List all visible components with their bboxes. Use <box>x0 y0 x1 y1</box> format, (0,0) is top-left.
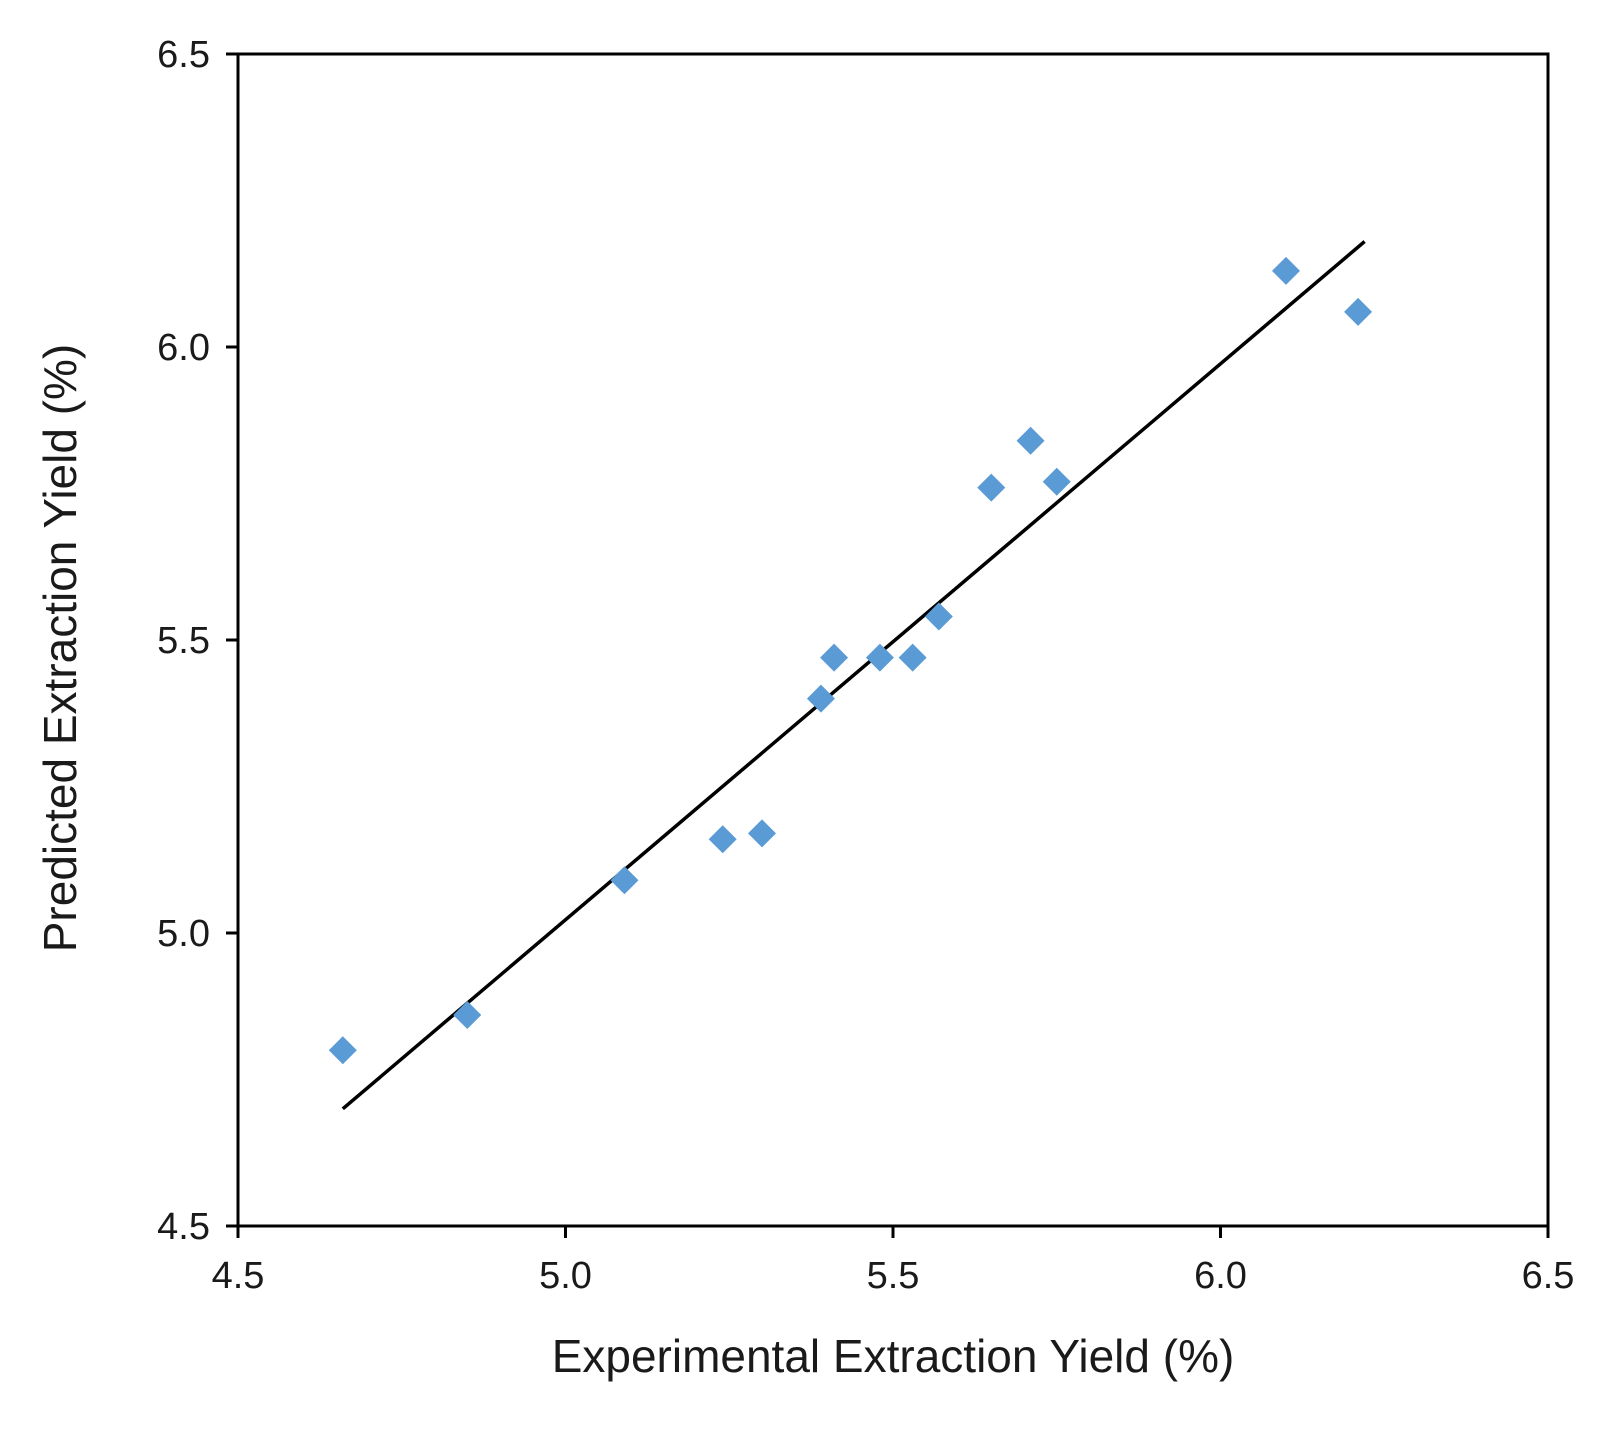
data-point <box>865 643 894 672</box>
x-tick-label: 6.5 <box>1522 1255 1575 1297</box>
fit-line-group <box>341 240 1366 1111</box>
data-point <box>1344 297 1373 326</box>
x-axis-ticks: 4.5 5.0 5.5 6.0 6.5 <box>212 1226 1575 1297</box>
data-point <box>806 684 835 713</box>
x-axis-title: Experimental Extraction Yield (%) <box>552 1330 1235 1382</box>
y-tick-label: 5.5 <box>157 620 210 662</box>
y-tick-label: 6.5 <box>157 34 210 76</box>
y-tick-label: 6.0 <box>157 327 210 369</box>
fit-line <box>341 240 1366 1111</box>
y-axis-ticks: 4.5 5.0 5.5 6.0 6.5 <box>157 34 238 1248</box>
y-axis-title: Predicted Extraction Yield (%) <box>34 344 86 953</box>
data-point <box>1016 426 1045 455</box>
x-tick-label: 5.0 <box>539 1255 592 1297</box>
data-point <box>748 819 776 848</box>
y-tick-label: 4.5 <box>157 1206 210 1248</box>
data-point <box>453 1001 482 1030</box>
data-point <box>820 643 849 672</box>
data-point <box>1272 256 1300 285</box>
data-points-group <box>328 256 1373 1065</box>
data-point <box>924 602 953 631</box>
data-point <box>898 643 927 672</box>
x-tick-label: 4.5 <box>212 1255 265 1297</box>
data-point <box>708 825 737 854</box>
y-tick-label: 5.0 <box>157 913 210 955</box>
data-point <box>328 1036 357 1065</box>
data-point <box>610 866 639 895</box>
data-point <box>1042 467 1071 496</box>
x-tick-label: 5.5 <box>867 1255 920 1297</box>
x-tick-label: 6.0 <box>1194 1255 1247 1297</box>
data-point <box>977 473 1006 502</box>
